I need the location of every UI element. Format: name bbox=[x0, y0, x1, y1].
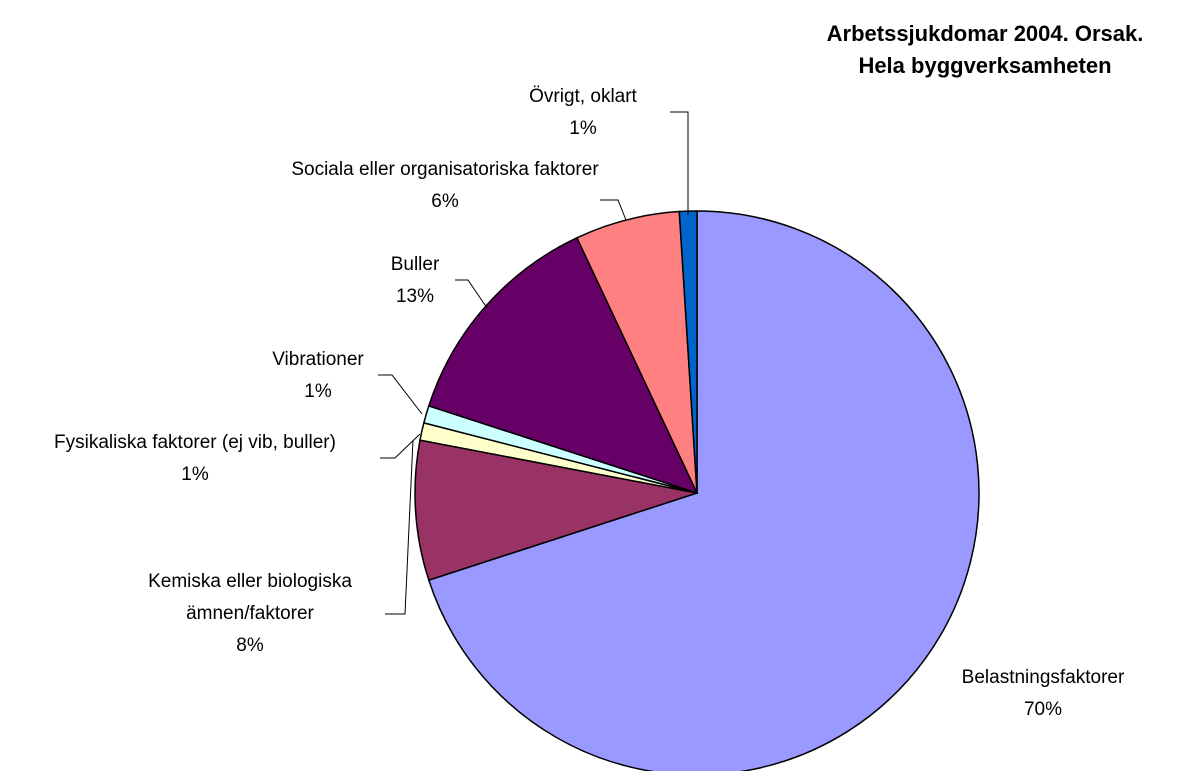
slice-label: Belastningsfaktorer 70% bbox=[913, 662, 1173, 726]
slice-value: 70% bbox=[1023, 699, 1063, 720]
slice-value: 1% bbox=[569, 118, 597, 139]
slice-name: Belastningsfaktorer bbox=[961, 667, 1125, 688]
chart-title: Arbetssjukdomar 2004. Orsak. Hela byggve… bbox=[826, 21, 1144, 78]
slice-name: Vibrationer bbox=[272, 349, 364, 370]
leader-line bbox=[455, 279, 488, 309]
slice-name: Fysikaliska faktorer (ej vib, buller) bbox=[54, 432, 336, 453]
slice-label: Buller 13% bbox=[355, 249, 475, 313]
slice-name: Sociala eller organisatoriska faktorer bbox=[291, 159, 599, 180]
pie-slice bbox=[414, 439, 698, 582]
slice-name: Buller bbox=[390, 254, 440, 275]
slice-value: 13% bbox=[395, 286, 435, 307]
slice-value: 1% bbox=[304, 381, 332, 402]
slice-label: Sociala eller organisatoriska faktorer 6% bbox=[280, 154, 610, 218]
leader-line bbox=[385, 439, 414, 615]
slice-value: 6% bbox=[431, 191, 459, 212]
pie-slice bbox=[427, 210, 980, 771]
leader-line bbox=[600, 199, 627, 221]
slice-name: Kemiska eller biologiska ämnen/faktorer bbox=[148, 571, 352, 624]
slice-label: Fysikaliska faktorer (ej vib, buller) 1% bbox=[0, 427, 395, 491]
slice-name: Övrigt, oklart bbox=[529, 86, 637, 107]
leader-line bbox=[378, 374, 423, 415]
slice-value: 8% bbox=[236, 635, 264, 656]
slice-value: 1% bbox=[181, 464, 209, 485]
slice-label: Kemiska eller biologiska ämnen/faktorer 8… bbox=[120, 566, 380, 662]
slice-label: Övrigt, oklart 1% bbox=[483, 81, 683, 145]
leader-line bbox=[380, 433, 421, 459]
leader-line bbox=[670, 111, 689, 215]
slice-label: Vibrationer 1% bbox=[218, 344, 418, 408]
